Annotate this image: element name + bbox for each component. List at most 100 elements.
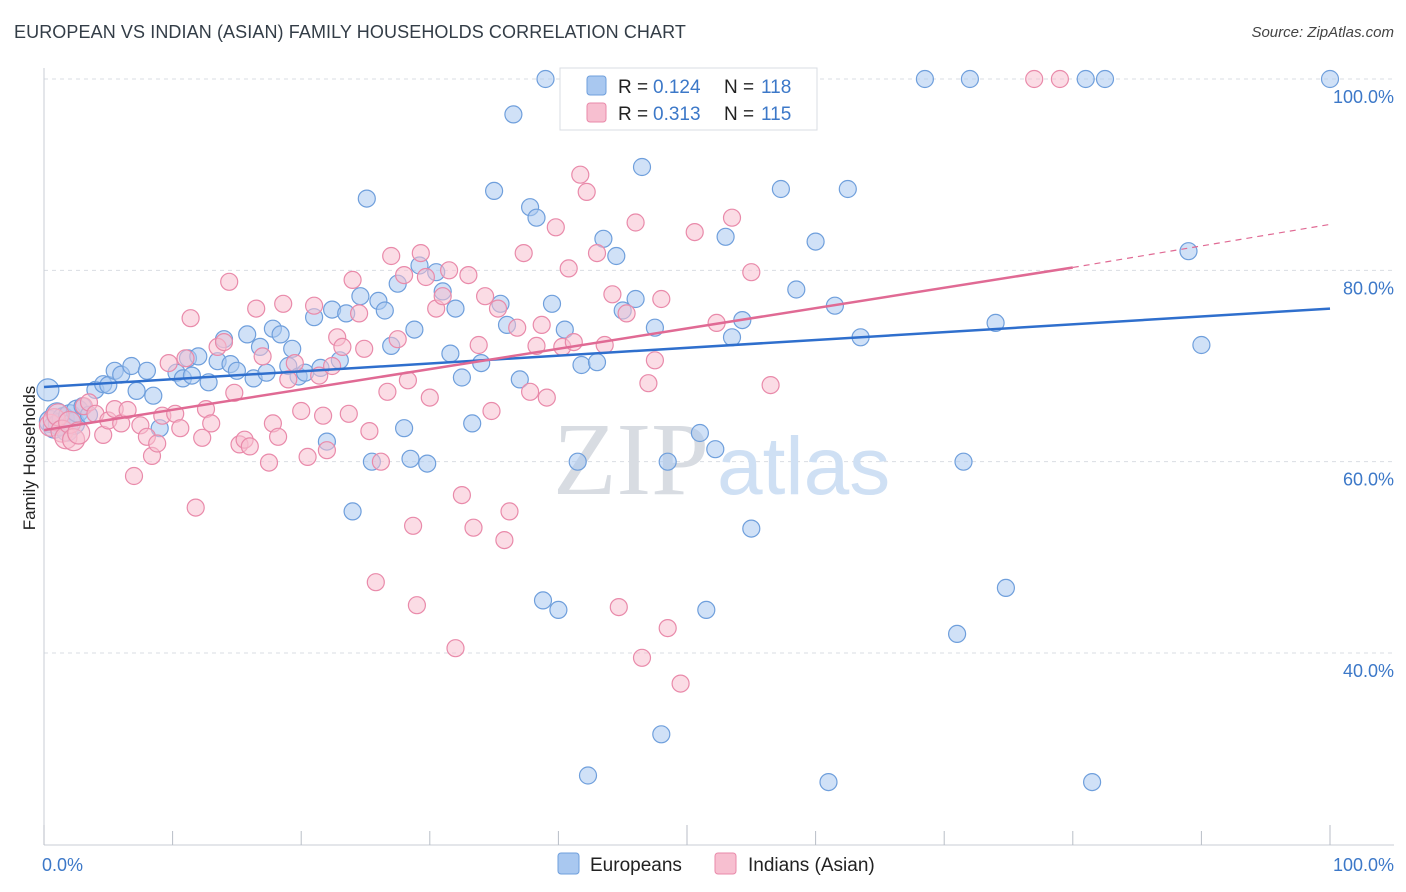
indians-point [314, 406, 333, 425]
europeans-point [452, 368, 471, 387]
y-tick-label: 100.0% [1333, 87, 1394, 107]
indians-point [225, 383, 244, 402]
europeans-point [446, 299, 465, 318]
y-tick-label: 40.0% [1343, 661, 1394, 681]
indians-point [220, 272, 239, 291]
indians-point [253, 347, 272, 366]
europeans-point [343, 502, 362, 521]
europeans-point [510, 370, 529, 389]
indians-point [186, 498, 205, 517]
europeans-point [122, 356, 141, 376]
europeans-point [632, 157, 652, 177]
indians-point [159, 354, 178, 373]
indians-point [685, 223, 704, 242]
europeans-point [549, 600, 568, 620]
europeans-point [405, 320, 424, 339]
indians-point [378, 382, 397, 401]
europeans-point [838, 179, 857, 199]
europeans-point [607, 246, 626, 266]
y-tick-label: 60.0% [1343, 470, 1394, 490]
europeans-point [652, 725, 671, 744]
indians-point [645, 351, 665, 370]
europeans-point [587, 353, 607, 372]
indians-point [464, 518, 483, 537]
indians-point [639, 374, 658, 393]
indians-point [587, 244, 607, 263]
legend-swatch-europeans [586, 75, 607, 96]
indians-point [742, 263, 761, 282]
indians-point [440, 261, 459, 280]
legend-n-indians: 115 [761, 104, 791, 125]
europeans-point [960, 69, 980, 89]
indians-point [508, 318, 527, 337]
indians-point [371, 452, 390, 471]
indians-point [495, 530, 514, 550]
indians-point [176, 349, 195, 368]
indians-point [433, 287, 452, 306]
europeans-point [706, 440, 725, 459]
legend-r-label: R = [618, 77, 648, 98]
indians-point [532, 315, 551, 334]
europeans-point [1082, 772, 1102, 792]
europeans-point [626, 289, 645, 309]
indians-point [355, 339, 374, 358]
indians-point [1025, 69, 1044, 89]
indians-point [658, 618, 677, 638]
indians-point [67, 421, 91, 445]
indians-point [626, 213, 645, 232]
europeans-point [533, 591, 553, 610]
indians-point [181, 309, 200, 328]
indians-point [240, 437, 259, 456]
indians-point [761, 376, 780, 395]
indians-trend-line [43, 266, 1073, 432]
indians-point [500, 502, 519, 521]
bottom-legend-swatch-indians [714, 852, 737, 875]
legend-r-europeans: 0.124 [653, 77, 701, 98]
europeans-point [716, 227, 735, 246]
indians-point [388, 330, 407, 349]
indians-point [609, 597, 628, 617]
europeans-point [357, 189, 376, 208]
indians-point [285, 354, 304, 373]
indians-point [632, 648, 652, 667]
europeans-point [463, 414, 482, 433]
indians-point [459, 266, 478, 285]
indians-point [527, 336, 546, 355]
indians-point [350, 304, 369, 323]
indians-point [411, 244, 430, 263]
europeans-point [996, 578, 1016, 598]
indians-point [366, 573, 385, 592]
europeans-point [787, 280, 806, 299]
indians-point [546, 218, 565, 237]
y-tick-labels: 100.0% 80.0% 60.0% 40.0% [1333, 87, 1394, 681]
indians-points [38, 69, 1070, 693]
europeans-point [771, 179, 791, 199]
indians-point [339, 404, 358, 423]
indians-point [395, 266, 414, 285]
indians-point [193, 428, 212, 447]
indians-point [476, 287, 495, 306]
indians-point [1050, 69, 1070, 89]
indians-point [298, 447, 317, 466]
europeans-point [441, 344, 460, 363]
europeans-point [690, 423, 710, 443]
indians-point [269, 427, 288, 446]
europeans-point [144, 386, 163, 405]
indians-point [118, 400, 137, 420]
europeans-point [36, 378, 60, 402]
indians-point [259, 453, 279, 472]
indians-point [343, 270, 362, 289]
indians-point [571, 165, 590, 184]
europeans-point [742, 519, 761, 538]
europeans-point [401, 449, 420, 468]
europeans-point [986, 313, 1005, 332]
bottom-legend-europeans: Europeans [590, 855, 682, 876]
indians-point [317, 441, 336, 460]
indians-point [559, 259, 578, 278]
indians-trend-extension [1072, 223, 1331, 269]
indians-point [202, 414, 221, 433]
indians-point [407, 596, 426, 615]
indians-point [488, 299, 508, 318]
europeans-point [485, 181, 504, 200]
indians-point [420, 388, 439, 407]
